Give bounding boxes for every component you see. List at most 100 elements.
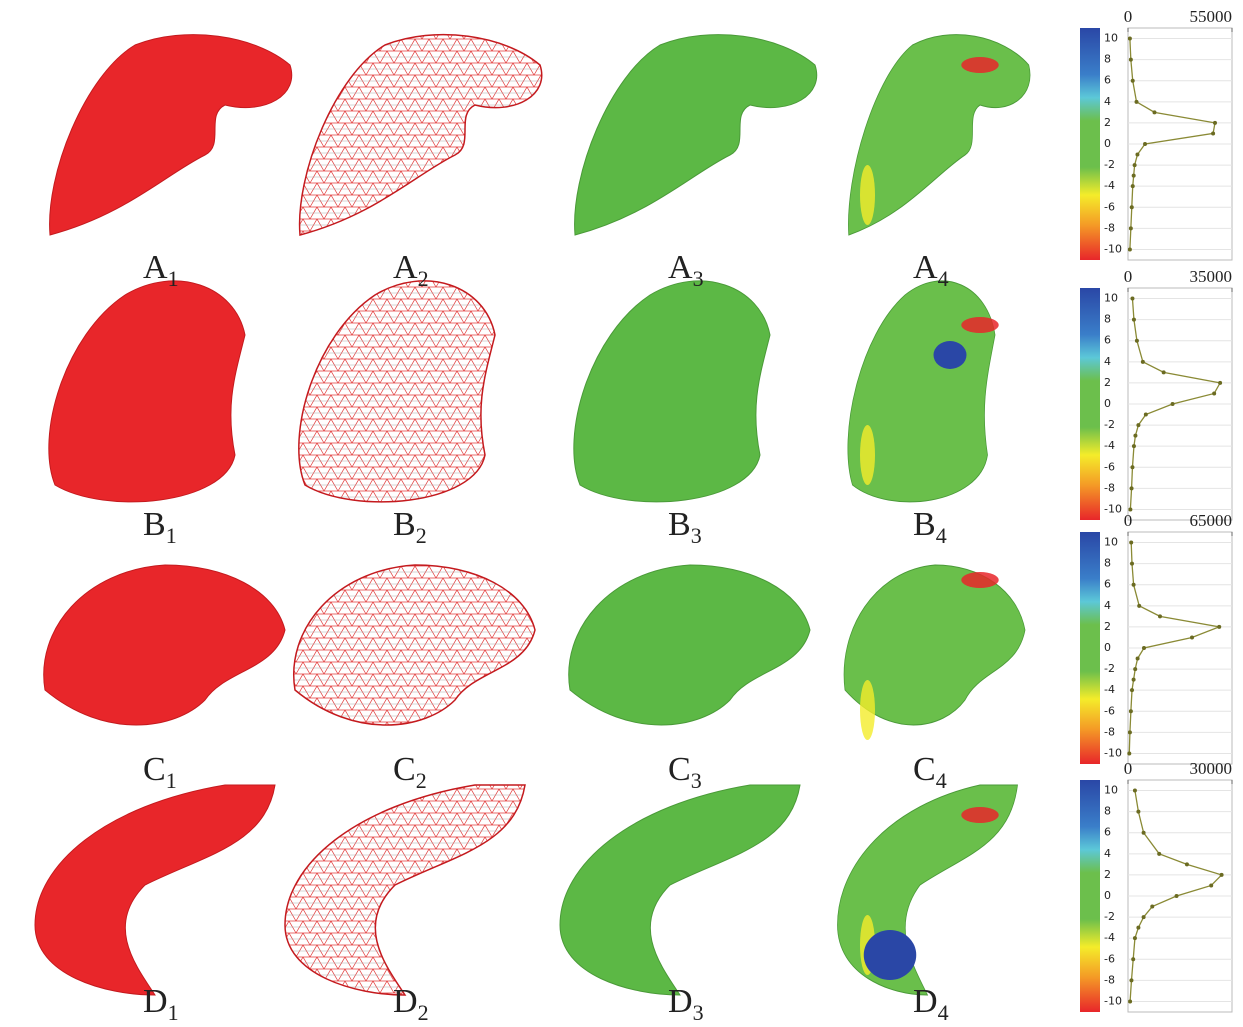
shape [294,565,535,725]
label-letter: B [143,506,166,543]
y-tick-label: 0 [1104,397,1111,410]
shape [35,785,275,995]
x-tick-label: 35000 [1190,267,1233,286]
y-tick-label: -6 [1104,704,1115,717]
panel-label: C4 [913,751,947,793]
data-point [1129,978,1133,982]
panel-label: C1 [143,751,177,793]
label-index: 4 [938,1000,949,1025]
data-point [1132,444,1136,448]
label-index: 1 [166,523,177,548]
label-letter: C [668,751,691,788]
data-point [1133,434,1137,438]
y-tick-label: -8 [1104,221,1115,234]
panel-label: D2 [393,983,429,1025]
label-letter: B [668,506,691,543]
data-point [1190,635,1194,639]
data-point [1130,205,1134,209]
y-tick-label: -10 [1104,502,1122,515]
data-point [1212,391,1216,395]
label-letter: C [913,751,936,788]
deviation-patch [860,165,875,225]
liver-surface [35,785,275,995]
label-letter: D [668,983,693,1020]
y-tick-label: -4 [1104,179,1115,192]
label-index: 1 [168,266,179,291]
y-tick-label: -2 [1104,158,1115,171]
panel-label: D4 [913,983,949,1025]
shape [44,565,285,725]
data-point [1128,37,1132,41]
y-tick-label: 8 [1104,313,1111,326]
panel-label: A3 [668,249,704,291]
data-point [1130,297,1134,301]
data-point [1132,318,1136,322]
label-index: 2 [416,768,427,793]
x-tick-label: 55000 [1190,7,1233,26]
data-point [1135,153,1139,157]
label-letter: A [913,249,938,286]
y-tick-label: -8 [1104,973,1115,986]
deviation-patch [961,57,999,73]
y-tick-label: 6 [1104,334,1111,347]
data-point [1162,370,1166,374]
data-point [1129,58,1133,62]
y-tick-label: 10 [1104,292,1118,305]
y-tick-label: 4 [1104,847,1111,860]
y-tick-label: -4 [1104,931,1115,944]
y-tick-label: 4 [1104,355,1111,368]
y-tick-label: -6 [1104,460,1115,473]
deviation-patch [860,425,875,485]
data-point [1133,163,1137,167]
panel-label: B1 [143,506,177,548]
data-point [1129,709,1133,713]
data-point [1143,142,1147,146]
data-point [1144,413,1148,417]
data-point [1128,730,1132,734]
data-point [1136,423,1140,427]
label-index: 2 [416,523,427,548]
figure: A1A2A3A4B1B2B3B4C1C2C3C4D1D2D3D4 1086420… [0,0,1243,1027]
shape [285,785,525,995]
data-point [1211,131,1215,135]
colorbar [1080,288,1100,520]
shape [50,35,292,235]
data-point [1136,657,1140,661]
x-tick-label: 0 [1124,511,1133,530]
data-point [1136,926,1140,930]
shape [299,281,495,502]
y-tick-label: -4 [1104,439,1115,452]
label-index: 4 [936,523,947,548]
liver-surface [44,565,285,725]
data-point [1142,646,1146,650]
deviation-patch [860,680,875,740]
data-point [1158,614,1162,618]
label-index: 2 [418,1000,429,1025]
shape [300,35,542,235]
label-index: 3 [693,266,704,291]
label-letter: D [393,983,418,1020]
shape [560,785,800,995]
data-point [1132,174,1136,178]
liver-mesh [299,281,495,502]
label-letter: B [913,506,936,543]
data-point [1217,625,1221,629]
y-tick-label: 2 [1104,868,1111,881]
y-tick-label: 6 [1104,74,1111,87]
label-letter: A [393,249,418,286]
y-tick-label: -10 [1104,746,1122,759]
liver-mesh [300,35,542,235]
data-point [1127,751,1131,755]
liver-surface [848,35,1030,235]
data-point [1135,339,1139,343]
y-tick-label: 0 [1104,641,1111,654]
data-point [1132,678,1136,682]
panel-label: C2 [393,751,427,793]
liver-surface [49,281,245,502]
y-tick-label: 10 [1104,536,1118,549]
colorbar [1080,28,1100,260]
label-index: 2 [418,266,429,291]
panel-label: A4 [913,249,949,291]
